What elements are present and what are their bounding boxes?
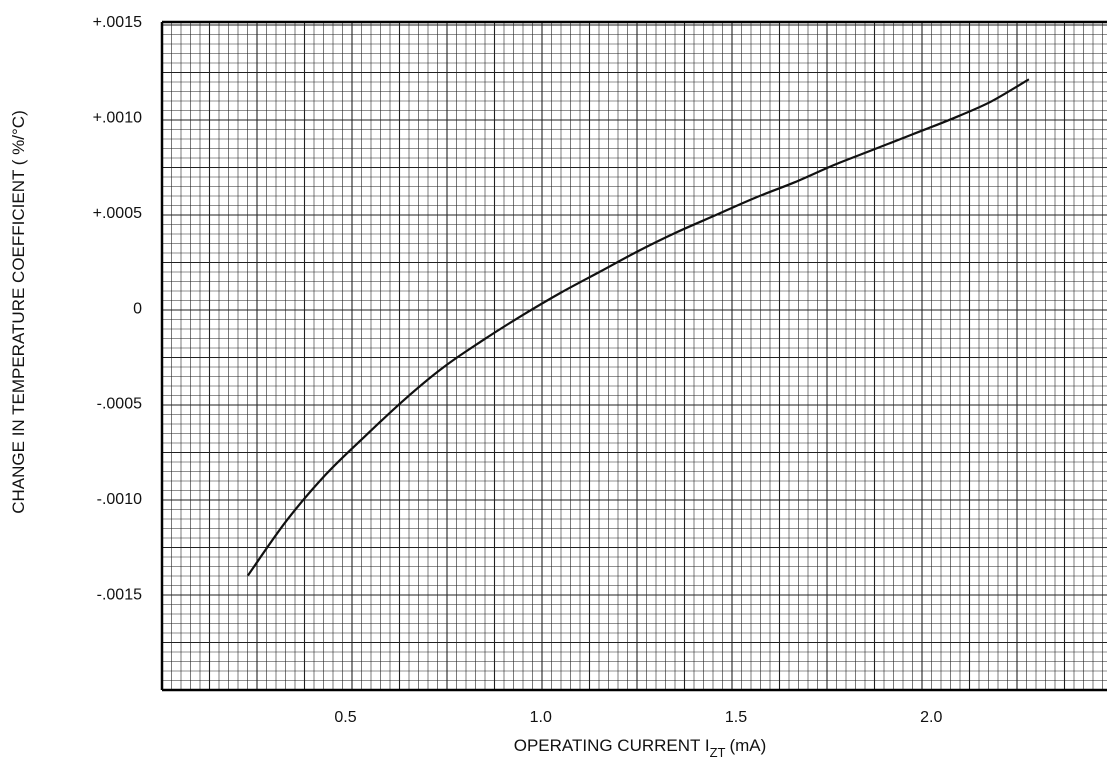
x-tick-label: 0.5 — [334, 709, 356, 726]
plot-frame — [160, 20, 1107, 692]
x-tick-label: 2.0 — [920, 709, 942, 726]
y-tick-label: +.0010 — [93, 109, 142, 126]
x-axis-title-subscript: ZT — [710, 745, 726, 760]
y-axis-title: CHANGE IN TEMPERATURE COEFFICIENT ( %/°C… — [9, 110, 28, 514]
x-axis-title: OPERATING CURRENT IZT (mA) — [514, 736, 767, 760]
x-tick-labels: 0.5 1.0 1.5 2.0 — [334, 709, 942, 726]
y-tick-label: -.0005 — [97, 396, 142, 413]
x-axis-title-main: OPERATING CURRENT I — [514, 736, 710, 755]
x-tick-label: 1.0 — [530, 709, 552, 726]
x-axis-title-unit: (mA) — [729, 736, 766, 755]
x-tick-label: 1.5 — [725, 709, 747, 726]
y-tick-label: -.0015 — [97, 587, 142, 604]
y-tick-label: +.0005 — [93, 205, 142, 222]
y-tick-label: -.0010 — [97, 491, 142, 508]
y-tick-labels: +.0015 +.0010 +.0005 0 -.0005 -.0010 -.0015 — [93, 14, 142, 604]
grid — [161, 22, 1107, 691]
y-tick-label: +.0015 — [93, 14, 142, 31]
series-group — [247, 78, 1030, 577]
series-line — [247, 78, 1030, 577]
y-tick-label: 0 — [133, 300, 142, 317]
